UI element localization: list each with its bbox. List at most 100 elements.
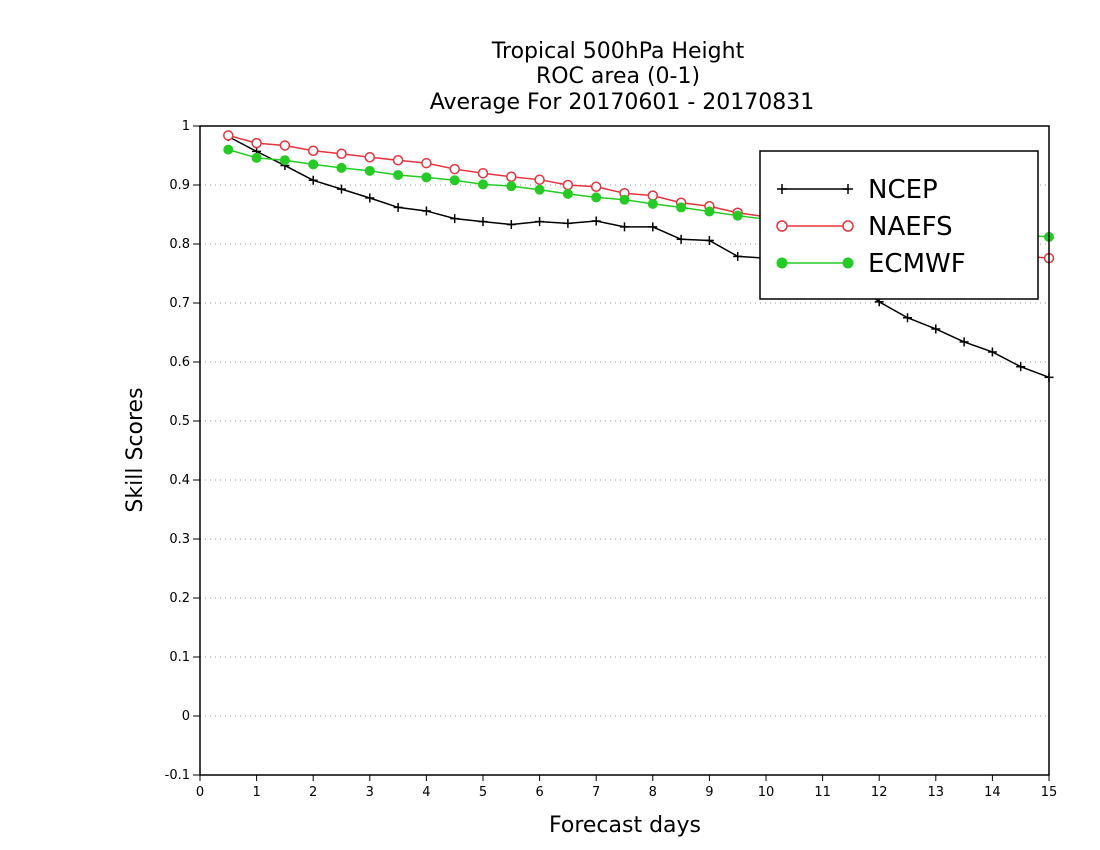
data-point xyxy=(449,175,460,186)
legend-label: ECMWF xyxy=(868,249,966,279)
data-point xyxy=(506,220,516,230)
data-point xyxy=(647,198,658,209)
y-axis-label: Skill Scores xyxy=(123,387,148,512)
data-point xyxy=(392,154,404,166)
data-point xyxy=(676,202,687,213)
x-tick-label: 6 xyxy=(535,785,543,800)
x-tick-label: 4 xyxy=(422,785,430,800)
data-point xyxy=(393,169,404,180)
x-tick-label: 10 xyxy=(758,785,775,800)
data-point xyxy=(563,218,573,228)
data-point xyxy=(959,337,969,347)
data-point xyxy=(776,257,788,269)
data-point xyxy=(704,235,714,245)
data-point xyxy=(364,165,375,176)
legend: NCEP NAEFS ECMWF xyxy=(759,150,1039,300)
y-tick-label: 0.7 xyxy=(169,296,190,311)
data-point xyxy=(562,179,574,191)
x-tick-label: 3 xyxy=(366,785,374,800)
chart-title-line-2: ROC area (0-1) xyxy=(536,64,700,89)
data-point xyxy=(676,234,686,244)
data-point xyxy=(308,159,319,170)
data-point xyxy=(421,206,431,216)
data-point xyxy=(591,192,602,203)
data-point xyxy=(365,193,375,203)
y-tick-label: 0.3 xyxy=(169,532,190,547)
data-point xyxy=(562,188,573,199)
data-point xyxy=(336,148,347,159)
data-point xyxy=(337,184,346,194)
y-tick-label: 0.5 xyxy=(169,414,190,429)
data-point xyxy=(449,163,460,175)
y-tick-label: 0.8 xyxy=(169,237,190,252)
x-tick-label: 8 xyxy=(649,785,657,800)
chart-title-line-1: Tropical 500hPa Height xyxy=(491,39,745,64)
data-point xyxy=(777,184,787,194)
legend-item-ecmwf: ECMWF xyxy=(776,249,966,279)
data-point xyxy=(251,152,262,163)
data-point xyxy=(842,220,854,232)
x-tick-label: 15 xyxy=(1041,785,1058,800)
x-tick-label: 9 xyxy=(705,785,713,800)
data-point xyxy=(421,157,432,169)
y-tick-label: 1 xyxy=(182,119,190,134)
data-point xyxy=(619,194,630,205)
y-tick-label: 0.9 xyxy=(169,178,190,193)
y-tick-label: 0 xyxy=(182,709,190,724)
y-tick-label: -0.1 xyxy=(165,768,190,783)
data-point xyxy=(647,190,659,201)
x-tick-label: 12 xyxy=(871,785,888,800)
data-point xyxy=(506,181,517,192)
series-line-ncep xyxy=(227,135,1050,379)
x-tick-label: 11 xyxy=(814,785,831,800)
data-point xyxy=(590,181,602,193)
legend-label: NCEP xyxy=(868,175,938,205)
chart-title-line-3: Average For 20170601 - 20170831 xyxy=(430,90,815,115)
data-point xyxy=(535,217,545,227)
data-point xyxy=(987,347,997,357)
y-axis-ticks: -0.1 0 0.1 0.2 0.3 0.4 0.5 0.6 0.7 0.8 0.9 1 xyxy=(165,119,200,783)
data-point xyxy=(308,175,318,185)
legend-box xyxy=(759,150,1039,300)
data-point xyxy=(591,216,601,226)
data-point xyxy=(776,220,788,232)
data-point xyxy=(648,222,658,232)
data-point xyxy=(506,171,517,182)
data-point xyxy=(336,162,347,173)
data-point xyxy=(931,324,941,334)
data-point xyxy=(620,222,629,232)
data-point xyxy=(704,206,715,217)
data-point xyxy=(477,167,489,179)
x-tick-label: 5 xyxy=(479,785,487,800)
data-point xyxy=(393,202,403,212)
x-tick-label: 2 xyxy=(309,785,317,800)
data-point xyxy=(421,172,432,183)
data-point xyxy=(223,130,234,141)
data-point xyxy=(903,313,912,323)
data-point xyxy=(732,210,743,221)
data-point xyxy=(223,144,234,155)
data-point xyxy=(478,217,488,227)
data-point xyxy=(251,137,262,149)
data-point xyxy=(307,145,319,157)
plot-frame xyxy=(199,125,1050,776)
data-point xyxy=(534,174,545,185)
x-axis-label: Forecast days xyxy=(549,813,701,838)
x-tick-label: 0 xyxy=(196,785,204,800)
x-tick-label: 7 xyxy=(592,785,600,800)
legend-label: NAEFS xyxy=(868,212,953,242)
x-axis-ticks: 0 1 2 3 4 5 6 7 8 9 10 11 12 13 14 15 xyxy=(196,775,1057,800)
legend-item-ncep: NCEP xyxy=(777,175,938,205)
data-point xyxy=(534,184,545,195)
data-point xyxy=(478,179,488,190)
x-tick-label: 1 xyxy=(252,785,260,800)
y-tick-label: 0.4 xyxy=(169,473,190,488)
data-point xyxy=(843,184,853,194)
y-tick-label: 0.1 xyxy=(169,650,190,665)
data-point xyxy=(733,251,743,261)
chart-title: Tropical 500hPa Height ROC area (0-1) Av… xyxy=(430,39,815,115)
data-point xyxy=(1016,362,1026,372)
data-point xyxy=(279,155,290,166)
data-point xyxy=(279,140,291,151)
